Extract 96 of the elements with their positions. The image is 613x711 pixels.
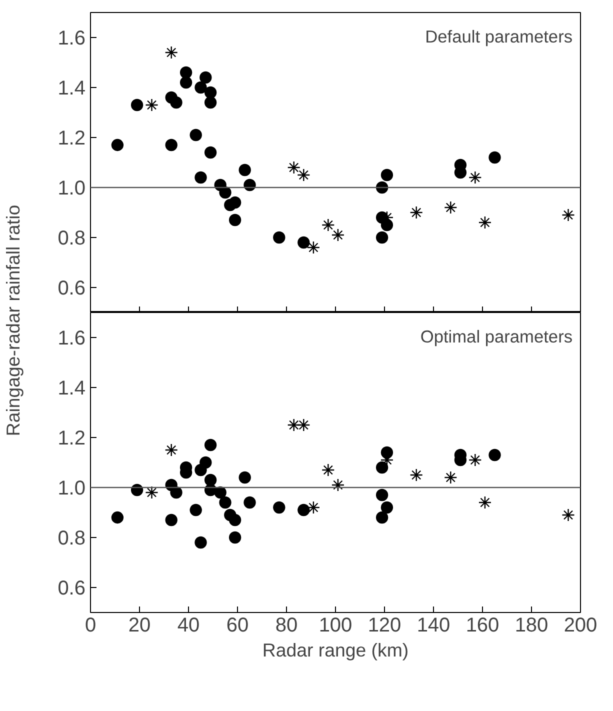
point [228,196,242,209]
point [331,478,345,492]
point [488,151,501,164]
point [170,486,182,499]
point [287,160,300,174]
x-tick-label: 200 [564,614,598,636]
point [297,418,310,432]
point [322,218,335,232]
point [164,443,178,457]
point [287,418,300,432]
point [410,206,423,220]
point [204,96,217,109]
point [204,438,217,452]
point [111,138,124,152]
x-tick-label: 180 [514,614,548,636]
point [194,81,207,94]
y-tick-label: 0.8 [58,528,86,550]
x-tick-label: 100 [318,614,352,636]
point [204,146,217,159]
point [170,96,182,109]
y-tick-label: 1.2 [58,128,86,150]
point [219,496,232,509]
point [145,486,158,500]
point [478,216,492,230]
point [380,501,394,514]
y-tick-label: 1.0 [58,178,86,200]
point [444,200,458,214]
point [562,208,575,222]
point [111,511,124,524]
point [376,488,388,502]
point [380,446,394,459]
x-tick-label: 20 [128,614,151,636]
point [562,508,575,522]
x-tick-label: 60 [226,614,249,636]
x-tick-label: 80 [275,614,298,636]
point [273,231,286,244]
y-axis-title: Raingage-radar rainfall ratio [2,204,24,436]
y-tick-label: 0.8 [58,228,86,250]
y-tick-label: 1.4 [58,378,86,400]
point [190,504,202,516]
point [376,461,388,474]
point [380,218,394,232]
point [376,231,388,244]
point [331,228,345,242]
x-tick-label: 140 [416,614,450,636]
point [204,474,217,486]
point [444,470,458,484]
y-tick-label: 0.6 [58,578,86,600]
y-tick-label: 1.6 [58,28,86,50]
point [204,86,217,99]
point [145,98,158,112]
point [228,514,242,526]
point [194,536,207,549]
x-tick-label: 160 [466,614,500,636]
point [376,511,388,524]
point [306,500,320,514]
x-tick-label: 120 [368,614,402,636]
annotation: Default parameters [425,26,573,46]
point [488,448,501,462]
point [228,214,242,226]
point [238,164,251,176]
point [238,471,251,484]
x-tick-label: 0 [84,614,96,636]
point [219,186,232,199]
annotation: Optimal parameters [420,326,573,346]
point [180,76,192,89]
point [164,46,178,60]
point [298,236,310,249]
point [180,66,192,79]
point [194,464,207,476]
y-tick-label: 1.0 [58,478,86,500]
point [165,138,178,152]
point [200,71,212,84]
point [478,496,492,510]
y-tick-label: 1.2 [58,428,86,450]
x-tick-label: 40 [177,614,200,636]
point [298,504,310,516]
point [273,501,286,514]
point [228,531,242,544]
point [190,128,202,142]
point [165,514,178,526]
point [322,463,335,477]
point [410,468,423,482]
point [244,496,256,509]
point [468,170,482,184]
y-tick-label: 1.4 [58,78,86,100]
point [468,453,482,467]
point [306,240,320,254]
x-axis-title: Radar range (km) [262,640,409,660]
point [214,486,226,499]
point [297,168,310,182]
point [194,171,207,184]
y-tick-label: 1.6 [58,328,86,350]
point [130,98,144,112]
y-tick-label: 0.6 [58,278,86,300]
point [380,168,394,182]
